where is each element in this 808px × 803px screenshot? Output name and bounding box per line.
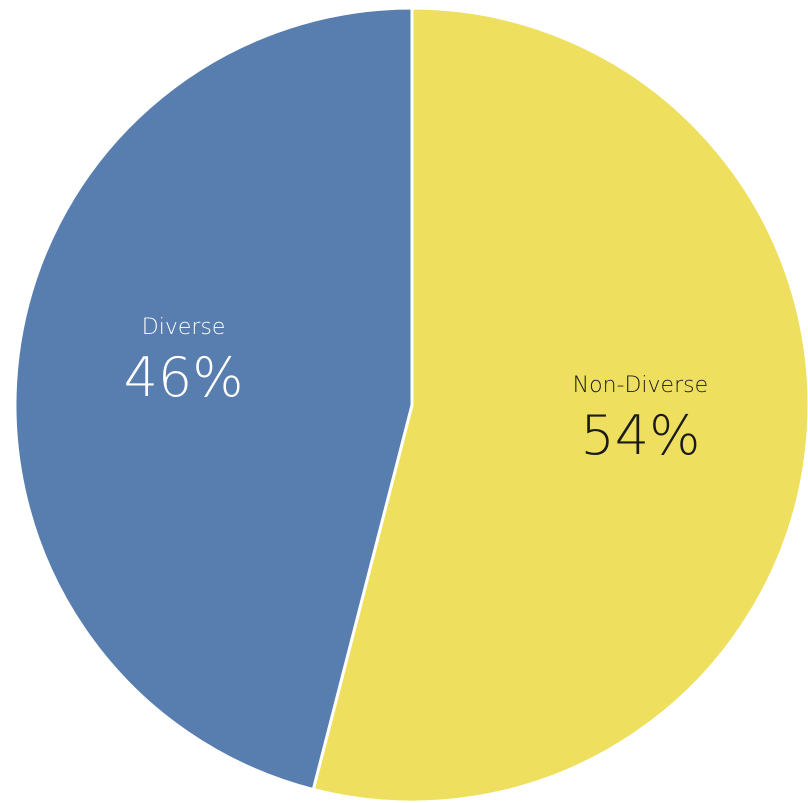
- slice-value-diverse: 46%: [124, 346, 244, 409]
- slice-label-non-diverse: Non-Diverse: [573, 373, 708, 398]
- slice-value-non-diverse: 54%: [580, 404, 700, 467]
- pie-slice-non-diverse: [311, 6, 808, 803]
- pie-slice-diverse: [13, 6, 414, 792]
- pie-labels: Non-Diverse 54% Diverse 46%: [124, 315, 709, 467]
- slice-label-diverse: Diverse: [142, 315, 226, 340]
- pie-slices: [13, 6, 808, 803]
